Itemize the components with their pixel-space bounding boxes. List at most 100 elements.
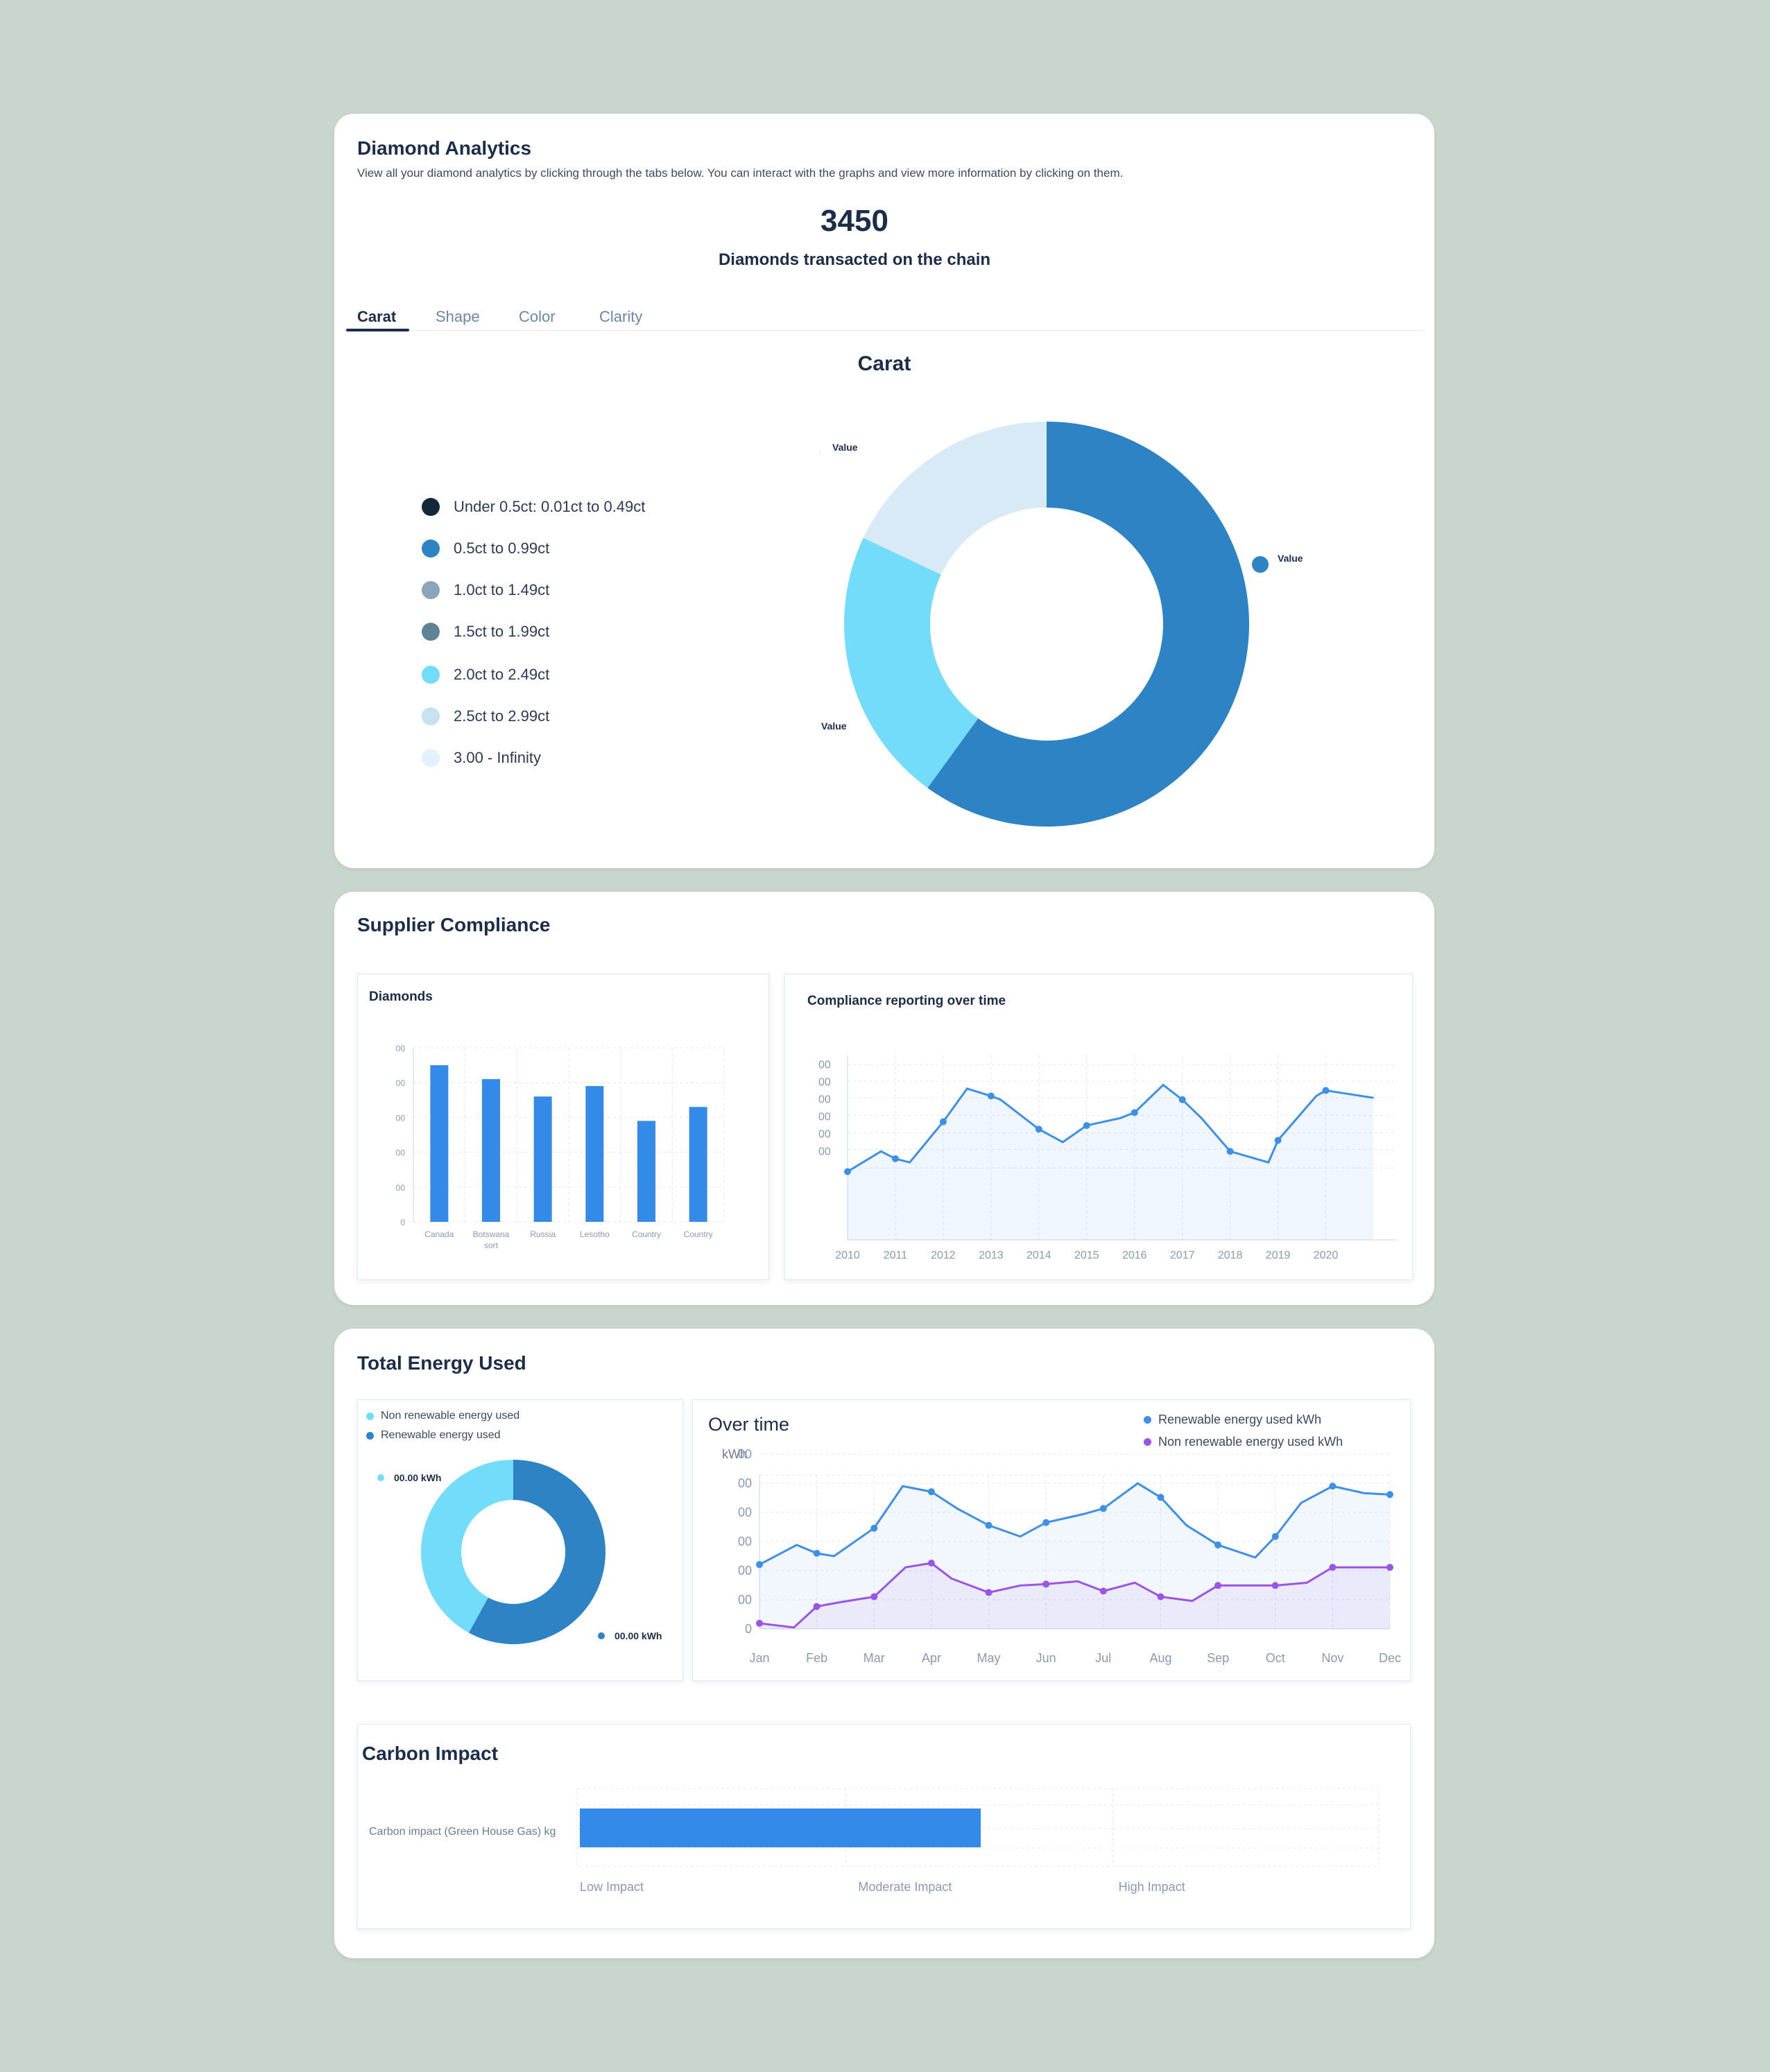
bar-4[interactable] bbox=[637, 1121, 655, 1222]
bar-3[interactable] bbox=[585, 1086, 604, 1222]
bar-5[interactable] bbox=[689, 1107, 707, 1222]
energy-point-0 bbox=[756, 1561, 763, 1569]
carbon-impact-chart[interactable]: Low Impact Moderate Impact High Impact bbox=[358, 1725, 1410, 1928]
bar-category-label: Country bbox=[632, 1229, 661, 1239]
kwh-unit-label: kWh bbox=[722, 1447, 747, 1461]
carat-donut-slice-2[interactable] bbox=[863, 422, 1047, 575]
carbon-bar[interactable] bbox=[580, 1808, 981, 1847]
energy-ytick-label: 00 bbox=[738, 1476, 752, 1490]
energy-point-0 bbox=[1271, 1533, 1279, 1540]
compliance-point bbox=[1083, 1122, 1090, 1130]
bar-ytick-label: 00 bbox=[396, 1183, 406, 1193]
energy-donut-chart[interactable] bbox=[358, 1400, 682, 1680]
compliance-point bbox=[1035, 1125, 1042, 1133]
carat-donut-chart[interactable]: Value Value Value bbox=[820, 405, 1305, 849]
energy-point-1 bbox=[985, 1589, 993, 1596]
compliance-xtick-label: 2017 bbox=[1170, 1250, 1195, 1261]
energy-point-1 bbox=[1157, 1593, 1165, 1600]
compliance-ytick-label: 00 bbox=[818, 1111, 831, 1123]
energy-ytick-label: 00 bbox=[738, 1447, 752, 1461]
slice-value-label-1: Value bbox=[821, 720, 847, 732]
compliance-xtick-label: 2012 bbox=[931, 1250, 956, 1261]
bar-category-label: Botswana bbox=[473, 1229, 510, 1239]
compliance-xtick-label: 2018 bbox=[1218, 1250, 1243, 1261]
compliance-point bbox=[987, 1092, 995, 1100]
energy-point-1 bbox=[756, 1619, 763, 1627]
legend-item-1-0ct[interactable]: 1.0ct to 1.49ct bbox=[422, 581, 549, 599]
tab-shape[interactable]: Shape bbox=[436, 308, 480, 325]
compliance-point bbox=[1322, 1087, 1330, 1094]
energy-point-0 bbox=[1214, 1541, 1222, 1548]
legend-item-under-0-5ct[interactable]: Under 0.5ct: 0.01ct to 0.49ct bbox=[422, 498, 645, 516]
carbon-title: Carbon Impact bbox=[362, 1743, 499, 1764]
carat-donut-slice-0[interactable] bbox=[927, 422, 1249, 827]
energy-point-1 bbox=[1386, 1564, 1393, 1571]
energy-point-0 bbox=[870, 1524, 878, 1532]
tab-color[interactable]: Color bbox=[519, 308, 556, 325]
bar-2[interactable] bbox=[533, 1096, 552, 1222]
legend-dot bbox=[422, 666, 440, 684]
legend-renewable[interactable]: Renewable energy used bbox=[366, 1429, 501, 1442]
energy-point-0 bbox=[1386, 1491, 1393, 1499]
bar-1[interactable] bbox=[482, 1079, 500, 1222]
energy-donut-slice-0[interactable] bbox=[468, 1460, 605, 1644]
compliance-line-chart[interactable]: 00 00 00 00 00 00 2010 2011 2012 2013 2014 2015 2016… bbox=[785, 974, 1412, 1279]
energy-point-0 bbox=[985, 1521, 993, 1529]
compliance-ytick-label: 00 bbox=[818, 1059, 831, 1071]
legend-non-renewable-kwh[interactable]: Non renewable energy used kWh bbox=[1144, 1435, 1343, 1449]
compliance-xtick-label: 2016 bbox=[1122, 1250, 1147, 1261]
energy-point-1 bbox=[1042, 1580, 1050, 1588]
legend-item-2-0ct[interactable]: 2.0ct to 2.49ct bbox=[422, 666, 549, 684]
tabs-divider bbox=[344, 330, 1425, 331]
legend-non-renewable[interactable]: Non renewable energy used bbox=[366, 1410, 519, 1422]
bar-ytick-label: 00 bbox=[396, 1113, 406, 1123]
bar-ytick-label: 00 bbox=[396, 1078, 406, 1088]
legend-item-0-5ct[interactable]: 0.5ct to 0.99ct bbox=[422, 539, 549, 558]
slice-value-label-0: Value bbox=[1278, 553, 1303, 564]
compliance-point bbox=[1274, 1137, 1282, 1144]
compliance-point bbox=[1226, 1148, 1234, 1155]
value-dot bbox=[377, 1474, 384, 1481]
tab-clarity[interactable]: Clarity bbox=[599, 308, 643, 325]
bar-category-label: Russia bbox=[530, 1229, 556, 1239]
compliance-line-panel: Compliance reporting over time 00 00 00 00 0… bbox=[784, 974, 1413, 1280]
energy-xtick-label: Nov bbox=[1321, 1651, 1343, 1665]
bar-0[interactable] bbox=[430, 1065, 449, 1222]
slice-value-label-2: Value bbox=[832, 442, 858, 453]
energy-xtick-label: Oct bbox=[1266, 1651, 1285, 1665]
total-diamonds-value: 3450 bbox=[820, 204, 888, 238]
energy-donut-slice-1[interactable] bbox=[420, 1460, 513, 1633]
tab-carat[interactable]: Carat bbox=[357, 308, 397, 325]
legend-item-2-5ct[interactable]: 2.5ct to 2.99ct bbox=[422, 707, 549, 725]
donut-value-label-dark: 00.00 kWh bbox=[598, 1630, 662, 1641]
legend-label: Renewable energy used bbox=[381, 1429, 501, 1441]
legend-item-1-5ct[interactable]: 1.5ct to 1.99ct bbox=[422, 623, 549, 641]
carat-chart-title: Carat bbox=[857, 352, 911, 375]
energy-xtick-label: Feb bbox=[806, 1651, 827, 1665]
legend-dot bbox=[366, 1431, 374, 1440]
compliance-xtick-label: 2015 bbox=[1074, 1250, 1099, 1261]
energy-xtick-label: Apr bbox=[922, 1651, 941, 1665]
legend-dot bbox=[422, 749, 440, 767]
legend-item-3-00[interactable]: 3.00 - Infinity bbox=[422, 749, 541, 767]
legend-label: 3.00 - Infinity bbox=[454, 749, 541, 766]
line-panel-title: Compliance reporting over time bbox=[807, 994, 1006, 1008]
diamonds-bar-panel: Diamonds 0 00 00 00 00 00 Canada Botswana sort Ru… bbox=[357, 974, 769, 1280]
legend-label: Non renewable energy used bbox=[381, 1410, 520, 1422]
diamond-analytics-card: Diamond Analytics View all your diamond … bbox=[334, 114, 1434, 868]
legend-dot bbox=[422, 707, 440, 725]
analytics-title: Diamond Analytics bbox=[357, 137, 532, 159]
value-text: 00.00 kWh bbox=[394, 1472, 442, 1483]
compliance-xtick-label: 2020 bbox=[1314, 1250, 1339, 1261]
legend-label: Renewable energy used kWh bbox=[1158, 1413, 1322, 1426]
carat-donut-slice-1[interactable] bbox=[844, 537, 979, 788]
bar-panel-title: Diamonds bbox=[369, 990, 433, 1004]
over-time-panel: Over time Renewable energy used kWh Non … bbox=[692, 1399, 1411, 1681]
energy-ytick-label: 0 bbox=[745, 1622, 752, 1636]
compliance-ytick-label: 00 bbox=[818, 1128, 831, 1140]
supplier-compliance-card: Supplier Compliance Diamonds 0 00 00 00 00 00… bbox=[334, 892, 1434, 1305]
legend-renewable-kwh[interactable]: Renewable energy used kWh bbox=[1144, 1413, 1321, 1427]
legend-dot bbox=[1144, 1438, 1151, 1446]
